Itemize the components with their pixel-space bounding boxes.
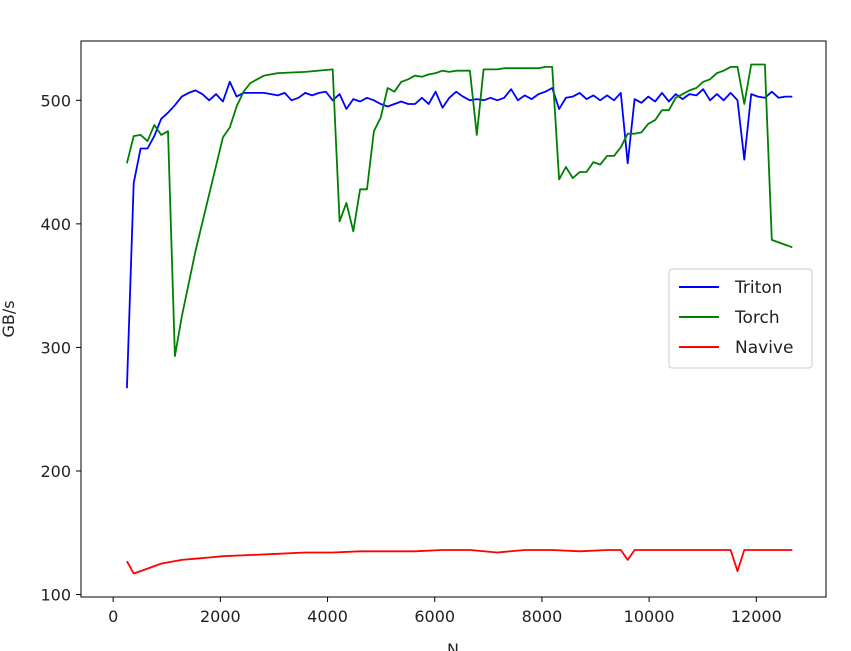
legend-label-navive: Navive <box>735 338 793 358</box>
y-tick-label: 200 <box>40 462 71 481</box>
x-tick-label: 4000 <box>307 607 348 626</box>
y-axis: 100 200 300 400 500 <box>40 91 81 605</box>
x-tick-label: 10000 <box>624 607 675 626</box>
legend-label-triton: Triton <box>734 278 782 298</box>
y-axis-label: GB/s <box>0 300 18 337</box>
y-tick-label: 100 <box>40 586 71 605</box>
x-tick-label: 0 <box>108 607 118 626</box>
y-tick-label: 400 <box>40 215 71 234</box>
series-line-navive <box>126 549 793 575</box>
x-tick-label: 12000 <box>731 607 782 626</box>
x-tick-label: 8000 <box>522 607 563 626</box>
x-tick-label: 6000 <box>414 607 455 626</box>
y-tick-label: 300 <box>40 338 71 357</box>
x-axis-label: N <box>447 640 459 651</box>
legend: Triton Torch Navive <box>668 268 813 369</box>
x-tick-label: 2000 <box>200 607 241 626</box>
x-axis: 0 2000 4000 6000 8000 10000 12000 <box>108 597 782 626</box>
series-line-triton <box>126 80 793 389</box>
series-layer <box>126 63 793 575</box>
legend-label-torch: Torch <box>734 308 780 328</box>
plot-frame <box>80 40 827 598</box>
legend-box <box>668 268 813 369</box>
y-tick-label: 500 <box>40 91 71 110</box>
series-line-torch <box>126 63 793 358</box>
